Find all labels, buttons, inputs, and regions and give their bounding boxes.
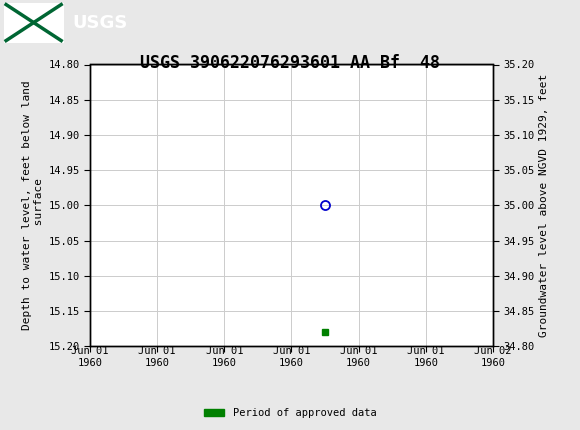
- Text: Jun 01
1960: Jun 01 1960: [139, 346, 176, 368]
- Text: Jun 01
1960: Jun 01 1960: [71, 346, 108, 368]
- Text: Jun 02
1960: Jun 02 1960: [474, 346, 512, 368]
- Y-axis label: Groundwater level above NGVD 1929, feet: Groundwater level above NGVD 1929, feet: [539, 74, 549, 337]
- Text: Jun 01
1960: Jun 01 1960: [205, 346, 243, 368]
- Text: Jun 01
1960: Jun 01 1960: [340, 346, 378, 368]
- Text: USGS 390622076293601 AA Bf  48: USGS 390622076293601 AA Bf 48: [140, 54, 440, 72]
- Bar: [5, 3, 63, 42]
- Legend: Period of approved data: Period of approved data: [200, 404, 380, 423]
- Text: Jun 01
1960: Jun 01 1960: [407, 346, 444, 368]
- Y-axis label: Depth to water level, feet below land
 surface: Depth to water level, feet below land su…: [23, 80, 44, 330]
- Bar: [5, 3, 63, 42]
- Text: USGS: USGS: [72, 14, 128, 31]
- Text: Jun 01
1960: Jun 01 1960: [273, 346, 310, 368]
